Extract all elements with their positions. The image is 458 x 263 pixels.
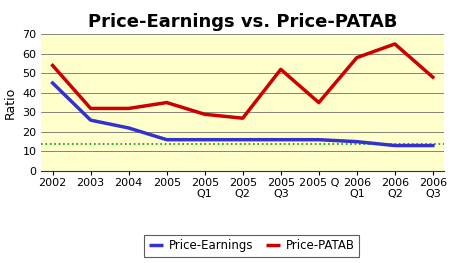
Title: Price-Earnings vs. Price-PATAB: Price-Earnings vs. Price-PATAB [88, 13, 398, 31]
Legend: Price-Earnings, Price-PATAB: Price-Earnings, Price-PATAB [144, 235, 360, 257]
Y-axis label: Ratio: Ratio [4, 87, 16, 119]
